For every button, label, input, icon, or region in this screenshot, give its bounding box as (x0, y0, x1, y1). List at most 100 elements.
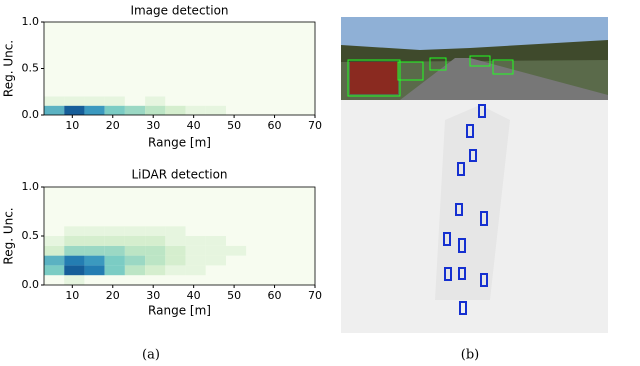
heat-cell (145, 236, 166, 246)
heat-cell (84, 40, 105, 50)
heat-cell (205, 206, 227, 217)
heat-cell (286, 265, 307, 276)
x-axis-label: Range [m] (148, 304, 211, 318)
heat-cell (185, 245, 206, 256)
heat-cell (185, 59, 206, 69)
heat-cell (185, 275, 206, 285)
x-tick-label: 50 (227, 119, 241, 132)
heat-cell (286, 255, 307, 266)
heat-cell (226, 77, 247, 88)
heat-cell (64, 49, 85, 60)
heat-cell (84, 22, 105, 32)
x-axis-label: Range [m] (148, 136, 211, 150)
heat-cell (226, 275, 247, 285)
heat-cell (44, 96, 65, 106)
heat-cell (205, 87, 227, 97)
heat-cell (84, 31, 105, 41)
heat-cell (124, 68, 146, 78)
heat-cell (246, 245, 267, 256)
caption: (a) (142, 348, 160, 363)
heat-cell (165, 77, 186, 88)
heat-cell (286, 49, 307, 60)
heat-cell (286, 187, 307, 197)
heat-cell (185, 216, 206, 227)
heat-cell (44, 31, 65, 41)
heat-cell (266, 87, 287, 97)
heat-cell (266, 187, 287, 197)
heat-cell (205, 31, 227, 41)
heat-cell (226, 49, 247, 60)
heat-cell (44, 216, 65, 227)
heat-cell (246, 265, 267, 276)
heat-cell (286, 77, 307, 88)
y-tick-label: 0.0 (22, 108, 40, 121)
heat-cell (205, 77, 227, 88)
box (397, 61, 424, 81)
heat-cell (84, 265, 105, 276)
heat-cell (165, 105, 186, 115)
box (469, 55, 491, 67)
heat-cell (124, 59, 146, 69)
heat-cell (145, 255, 166, 266)
heat-cell (64, 255, 85, 266)
heat-cell (266, 196, 287, 207)
heat-cell (205, 265, 227, 276)
heat-cell (104, 40, 125, 50)
heat-cell (104, 206, 125, 217)
heat-cell (44, 68, 65, 78)
boxes (443, 104, 488, 315)
heat-cell (266, 265, 287, 276)
heat-cell (165, 206, 186, 217)
heat-cell (226, 40, 247, 50)
heat-cell (104, 236, 125, 246)
x-tick-label: 30 (146, 119, 160, 132)
heat-cell (246, 196, 267, 207)
heat-cell (246, 68, 267, 78)
heat-cell (286, 206, 307, 217)
heat-cell (165, 226, 186, 236)
heat-cell (124, 236, 146, 246)
heat-cell (145, 245, 166, 256)
heat-cell (226, 226, 247, 236)
heat-cell (286, 226, 307, 236)
heat-cell (165, 87, 186, 97)
heat-cell (64, 245, 85, 256)
heat-cell (205, 245, 227, 256)
heat-cell (226, 59, 247, 69)
heat-cell (185, 255, 206, 266)
heat-cell (185, 68, 206, 78)
heat-cell (185, 49, 206, 60)
heat-cell (145, 77, 166, 88)
heat-cell (165, 245, 186, 256)
heat-cell (226, 187, 247, 197)
heat-cell (84, 206, 105, 217)
heat-cell (286, 68, 307, 78)
heat-cell (286, 196, 307, 207)
heat-cell (64, 275, 85, 285)
heat-cell (165, 187, 186, 197)
y-axis-label: Reg. Unc. (2, 207, 16, 264)
heat-cell (145, 87, 166, 97)
heat-cell (185, 105, 206, 115)
heat-cell (165, 68, 186, 78)
x-tick-label: 10 (65, 119, 79, 132)
heat-cell (64, 216, 85, 227)
heat-cell (266, 245, 287, 256)
heat-cell (246, 275, 267, 285)
heat-cell (44, 59, 65, 69)
y-tick-label: 0.5 (22, 229, 40, 242)
heat-cell (205, 40, 227, 50)
heat-cell (64, 68, 85, 78)
heat-cell (205, 59, 227, 69)
heat-cell (104, 265, 125, 276)
heat-cell (124, 196, 146, 207)
heat-cell (124, 96, 146, 106)
heat-cell (185, 40, 206, 50)
y-tick-label: 1.0 (22, 180, 40, 193)
heat-cell (145, 31, 166, 41)
heat-cell (246, 49, 267, 60)
heat-cell (124, 22, 146, 32)
heat-cell (205, 196, 227, 207)
heat-cell (165, 22, 186, 32)
heat-cell (165, 255, 186, 266)
